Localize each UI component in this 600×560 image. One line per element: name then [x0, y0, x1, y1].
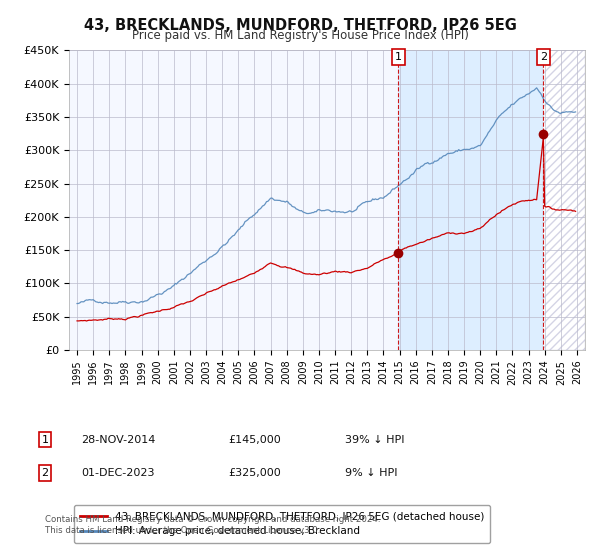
Text: £325,000: £325,000	[228, 468, 281, 478]
Bar	[544, 50, 585, 350]
Text: Price paid vs. HM Land Registry's House Price Index (HPI): Price paid vs. HM Land Registry's House …	[131, 29, 469, 42]
Text: 9% ↓ HPI: 9% ↓ HPI	[345, 468, 398, 478]
Text: 1: 1	[41, 435, 49, 445]
Text: 39% ↓ HPI: 39% ↓ HPI	[345, 435, 404, 445]
Bar	[544, 50, 585, 350]
Text: 43, BRECKLANDS, MUNDFORD, THETFORD, IP26 5EG: 43, BRECKLANDS, MUNDFORD, THETFORD, IP26…	[83, 18, 517, 33]
Text: 2: 2	[540, 52, 547, 62]
Text: 01-DEC-2023: 01-DEC-2023	[81, 468, 155, 478]
Text: 2: 2	[41, 468, 49, 478]
Text: Contains HM Land Registry data © Crown copyright and database right 2024.
This d: Contains HM Land Registry data © Crown c…	[45, 515, 380, 535]
Text: 28-NOV-2014: 28-NOV-2014	[81, 435, 155, 445]
Text: £145,000: £145,000	[228, 435, 281, 445]
Text: 1: 1	[395, 52, 402, 62]
Legend: 43, BRECKLANDS, MUNDFORD, THETFORD, IP26 5EG (detached house), HPI: Average pric: 43, BRECKLANDS, MUNDFORD, THETFORD, IP26…	[74, 505, 490, 543]
Bar	[398, 50, 544, 350]
